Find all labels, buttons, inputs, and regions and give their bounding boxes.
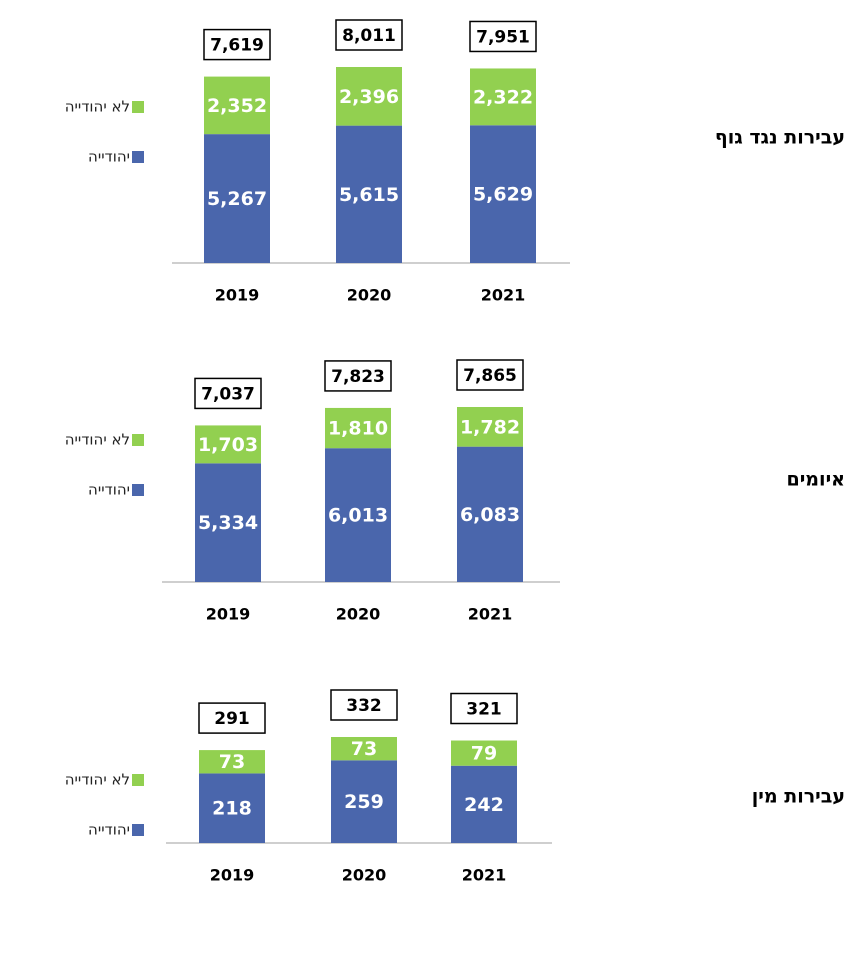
x-tick-label: 2019 (206, 605, 251, 624)
bar-segment (199, 773, 265, 843)
total-box (324, 360, 392, 392)
value-label: 259 (344, 791, 384, 813)
total-label: 332 (346, 696, 382, 716)
bar-segment (195, 425, 261, 464)
value-label: 5,334 (198, 512, 258, 534)
total-box (450, 692, 518, 725)
total-label: 321 (466, 700, 502, 720)
total-label: 7,951 (476, 27, 530, 47)
legend-swatch (132, 774, 144, 786)
total-box (335, 19, 403, 51)
legend-swatch (132, 101, 144, 113)
bar-segment (457, 446, 523, 582)
total-box (330, 689, 398, 721)
x-tick-label: 2021 (462, 866, 507, 885)
x-tick-label: 2019 (215, 286, 260, 305)
bar-segment (336, 67, 402, 126)
total-label: 7,823 (331, 367, 385, 387)
bar-segment (470, 68, 536, 126)
total-box (469, 20, 537, 53)
bar-segment (451, 765, 517, 843)
value-label: 1,703 (198, 434, 258, 456)
x-tick-label: 2021 (468, 605, 513, 624)
value-label: 2,352 (207, 95, 267, 117)
legend-swatch (132, 434, 144, 446)
chart-title: עבירות נגד גוף (715, 127, 845, 149)
total-label: 291 (214, 709, 250, 729)
value-label: 5,267 (207, 188, 267, 210)
total-label: 7,037 (201, 384, 255, 404)
value-label: 6,083 (460, 504, 520, 526)
bar-segment (195, 463, 261, 582)
x-tick-label: 2019 (210, 866, 255, 885)
bar-segment (204, 76, 270, 135)
total-label: 7,619 (210, 36, 264, 56)
legend-label: יהודייה (88, 821, 130, 839)
value-label: 242 (464, 794, 504, 816)
bar-segment (451, 740, 517, 766)
total-box (203, 28, 271, 61)
bar-segment (331, 737, 397, 761)
legend-swatch (132, 824, 144, 836)
total-label: 7,865 (463, 366, 517, 386)
chart-title: עבירות מין (752, 786, 845, 808)
value-label: 1,810 (328, 418, 388, 440)
chart-title: איומים (786, 469, 845, 491)
value-label: 5,615 (339, 184, 399, 206)
legend-label: לא יהודייה (65, 431, 130, 449)
legend-label: יהודייה (88, 481, 130, 499)
value-label: 218 (212, 798, 252, 820)
bar-segment (470, 125, 536, 263)
legend-swatch (132, 151, 144, 163)
x-tick-label: 2021 (481, 286, 526, 305)
legend-swatch (132, 484, 144, 496)
legend-label: יהודייה (88, 148, 130, 166)
bar-segment (331, 760, 397, 843)
bar-segment (204, 134, 270, 263)
bar-segment (199, 750, 265, 774)
value-label: 79 (471, 743, 497, 765)
x-tick-label: 2020 (347, 286, 392, 305)
bar-segment (325, 448, 391, 582)
total-box (198, 702, 266, 734)
value-label: 6,013 (328, 505, 388, 527)
bar-segment (457, 407, 523, 447)
value-label: 73 (351, 738, 377, 760)
value-label: 2,322 (473, 86, 533, 108)
value-label: 2,396 (339, 86, 399, 108)
total-label: 8,011 (342, 26, 396, 46)
value-label: 73 (219, 751, 245, 773)
x-tick-label: 2020 (342, 866, 387, 885)
bar-segment (325, 407, 391, 449)
value-label: 5,629 (473, 184, 533, 206)
legend-label: לא יהודייה (65, 771, 130, 789)
total-box (194, 377, 262, 410)
bar-segment (336, 125, 402, 263)
value-label: 1,782 (460, 416, 520, 438)
x-tick-label: 2020 (336, 605, 381, 624)
legend-label: לא יהודייה (65, 98, 130, 116)
total-box (456, 359, 524, 391)
